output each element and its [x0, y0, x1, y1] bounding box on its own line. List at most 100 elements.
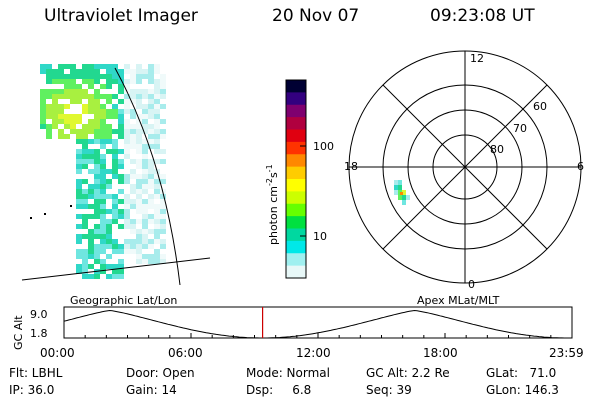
emission-pixel — [100, 124, 106, 129]
emission-pixel — [76, 114, 82, 119]
emission-pixel — [160, 239, 166, 244]
emission-pixel — [106, 184, 112, 189]
emission-pixel — [100, 94, 106, 99]
emission-pixel — [142, 114, 148, 119]
emission-pixel — [46, 94, 52, 99]
emission-pixel — [124, 109, 130, 114]
emission-pixel — [106, 84, 112, 89]
emission-pixel — [124, 174, 130, 179]
emission-pixel — [76, 94, 82, 99]
emission-pixel — [100, 114, 106, 119]
lat-label-70: 70 — [513, 122, 527, 135]
emission-pixel — [124, 79, 130, 84]
emission-pixel — [118, 174, 124, 179]
emission-pixel — [118, 149, 124, 154]
emission-pixel — [154, 219, 160, 224]
emission-pixel — [82, 164, 88, 169]
emission-pixel — [136, 119, 142, 124]
emission-pixel — [64, 79, 70, 84]
date-label: 20 Nov 07 — [272, 6, 360, 26]
emission-pixel — [58, 129, 64, 134]
emission-pixel — [40, 89, 46, 94]
emission-pixel — [100, 74, 106, 79]
emission-pixel — [124, 194, 130, 199]
emission-pixel — [160, 229, 166, 234]
polar-diagonal-b — [382, 84, 548, 250]
emission-pixel — [52, 89, 58, 94]
emission-pixel — [142, 184, 148, 189]
colorbar-unit-mid: s — [267, 172, 280, 178]
emission-pixel — [40, 109, 46, 114]
emission-pixel — [130, 124, 136, 129]
emission-pixel — [82, 89, 88, 94]
emission-pixel — [76, 99, 82, 104]
emission-pixel — [142, 174, 148, 179]
emission-pixel — [46, 104, 52, 109]
emission-pixel — [106, 99, 112, 104]
emission-pixel — [160, 214, 166, 219]
emission-pixel — [82, 214, 88, 219]
emission-pixel — [46, 79, 52, 84]
emission-pixel — [130, 109, 136, 114]
emission-pixel — [88, 119, 94, 124]
emission-pixel — [52, 74, 58, 79]
emission-pixel — [136, 164, 142, 169]
emission-pixel — [82, 149, 88, 154]
emission-pixel — [94, 114, 100, 119]
emission-pixel — [124, 94, 130, 99]
emission-pixel — [88, 139, 94, 144]
emission-pixel — [106, 69, 112, 74]
emission-pixel — [82, 154, 88, 159]
emission-pixel — [100, 64, 106, 69]
polar-emission-peak — [400, 192, 403, 195]
emission-pixel — [94, 224, 100, 229]
emission-pixel — [142, 239, 148, 244]
emission-pixel — [112, 249, 118, 254]
emission-pixel — [160, 219, 166, 224]
emission-pixel — [70, 119, 76, 124]
emission-pixel — [148, 144, 154, 149]
emission-pixel — [118, 109, 124, 114]
emission-pixel — [94, 154, 100, 159]
emission-pixel — [112, 264, 118, 269]
emission-pixel — [118, 164, 124, 169]
emission-pixel — [142, 259, 148, 264]
emission-pixel — [154, 259, 160, 264]
status-glon: GLon: 146.3 — [486, 383, 559, 397]
emission-pixel — [148, 89, 154, 94]
emission-pixel — [154, 249, 160, 254]
emission-pixel — [94, 89, 100, 94]
mlt-label-18: 18 — [344, 160, 358, 173]
colorbar-frame — [285, 79, 307, 279]
colorbar-tick-label-100: 100 — [313, 140, 334, 153]
emission-pixel — [76, 234, 82, 239]
emission-pixel — [82, 124, 88, 129]
emission-pixel — [118, 134, 124, 139]
emission-pixel — [118, 159, 124, 164]
emission-pixel — [154, 209, 160, 214]
emission-pixel — [94, 64, 100, 69]
emission-pixel — [88, 264, 94, 269]
polar-mlt-plot: 12 18 6 0 60 70 80 — [344, 50, 584, 291]
emission-pixel — [94, 214, 100, 219]
orbit-altitude-curve — [63, 309, 572, 339]
emission-pixel — [100, 139, 106, 144]
emission-pixel — [154, 129, 160, 134]
emission-pixel — [154, 179, 160, 184]
emission-pixel — [148, 254, 154, 259]
emission-pixel — [94, 124, 100, 129]
emission-pixel — [124, 139, 130, 144]
emission-pixel — [136, 134, 142, 139]
emission-pixel — [94, 119, 100, 124]
emission-pixel — [160, 259, 166, 264]
colorbar-unit-label: photon cm-2s-1 — [265, 164, 280, 245]
emission-pixel — [130, 144, 136, 149]
emission-pixel — [124, 64, 130, 69]
emission-pixel — [136, 184, 142, 189]
emission-pixel — [154, 189, 160, 194]
emission-pixel — [100, 259, 106, 264]
emission-pixel — [160, 104, 166, 109]
emission-pixel — [76, 214, 82, 219]
emission-pixel — [124, 239, 130, 244]
tick-label-0600: 06:00 — [168, 346, 203, 360]
